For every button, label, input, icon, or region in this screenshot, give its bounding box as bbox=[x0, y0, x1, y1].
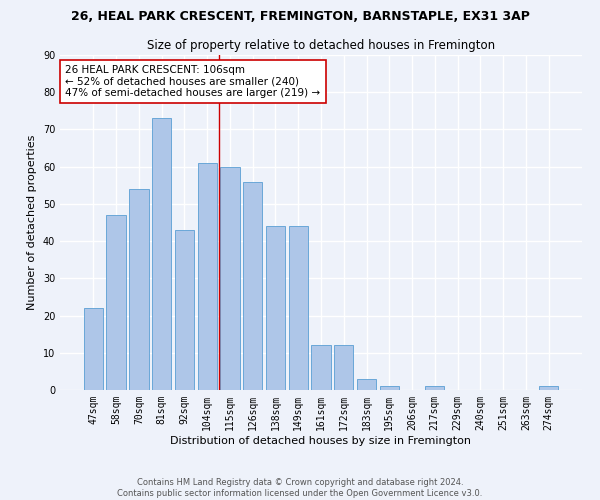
X-axis label: Distribution of detached houses by size in Fremington: Distribution of detached houses by size … bbox=[170, 436, 472, 446]
Bar bbox=[175, 230, 194, 390]
Bar bbox=[243, 182, 262, 390]
Bar bbox=[380, 386, 399, 390]
Y-axis label: Number of detached properties: Number of detached properties bbox=[27, 135, 37, 310]
Bar bbox=[539, 386, 558, 390]
Text: Contains HM Land Registry data © Crown copyright and database right 2024.
Contai: Contains HM Land Registry data © Crown c… bbox=[118, 478, 482, 498]
Bar bbox=[311, 346, 331, 390]
Bar bbox=[152, 118, 172, 390]
Bar bbox=[106, 215, 126, 390]
Bar bbox=[425, 386, 445, 390]
Text: 26, HEAL PARK CRESCENT, FREMINGTON, BARNSTAPLE, EX31 3AP: 26, HEAL PARK CRESCENT, FREMINGTON, BARN… bbox=[71, 10, 529, 23]
Bar bbox=[357, 379, 376, 390]
Title: Size of property relative to detached houses in Fremington: Size of property relative to detached ho… bbox=[147, 40, 495, 52]
Bar bbox=[334, 346, 353, 390]
Bar bbox=[84, 308, 103, 390]
Text: 26 HEAL PARK CRESCENT: 106sqm
← 52% of detached houses are smaller (240)
47% of : 26 HEAL PARK CRESCENT: 106sqm ← 52% of d… bbox=[65, 65, 320, 98]
Bar bbox=[220, 166, 239, 390]
Bar bbox=[129, 189, 149, 390]
Bar bbox=[266, 226, 285, 390]
Bar bbox=[289, 226, 308, 390]
Bar bbox=[197, 163, 217, 390]
